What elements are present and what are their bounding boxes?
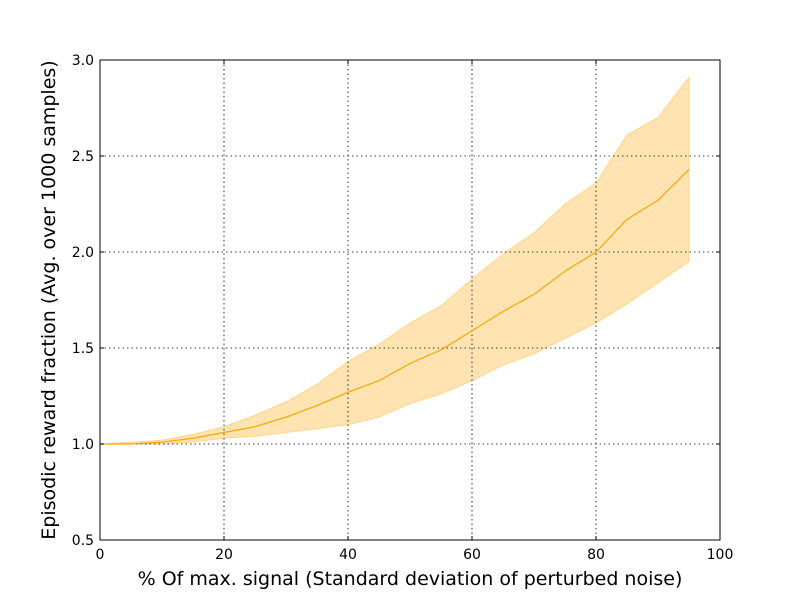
y-tick-label: 3.0 bbox=[72, 53, 94, 69]
y-tick-label: 1.5 bbox=[72, 341, 94, 357]
y-tick-label: 2.5 bbox=[72, 149, 94, 165]
x-axis-label: % Of max. signal (Standard deviation of … bbox=[138, 568, 683, 590]
y-tick-label: 2.0 bbox=[72, 245, 94, 261]
series-line-layer bbox=[100, 169, 690, 445]
x-tick-label: 60 bbox=[463, 547, 481, 563]
x-tick-label: 40 bbox=[339, 547, 357, 563]
plot-frame bbox=[99, 59, 721, 541]
tick-layer: 0 20 40 60 80 100 0.5 1.0 1.5 2.0 2.5 3.0 bbox=[72, 53, 734, 563]
confidence-band bbox=[99, 75, 690, 445]
grid-layer bbox=[100, 60, 720, 540]
x-tick-label: 80 bbox=[587, 547, 605, 563]
y-axis-label: Episodic reward fraction (Avg. over 1000… bbox=[38, 60, 60, 539]
confidence-band-layer bbox=[99, 75, 690, 445]
series-line bbox=[100, 169, 690, 445]
y-tick-label: 1.0 bbox=[72, 437, 94, 453]
x-tick-label: 0 bbox=[96, 547, 105, 563]
x-tick-label: 20 bbox=[215, 547, 233, 563]
x-tick-label: 100 bbox=[707, 547, 734, 563]
y-tick-label: 0.5 bbox=[72, 533, 94, 549]
